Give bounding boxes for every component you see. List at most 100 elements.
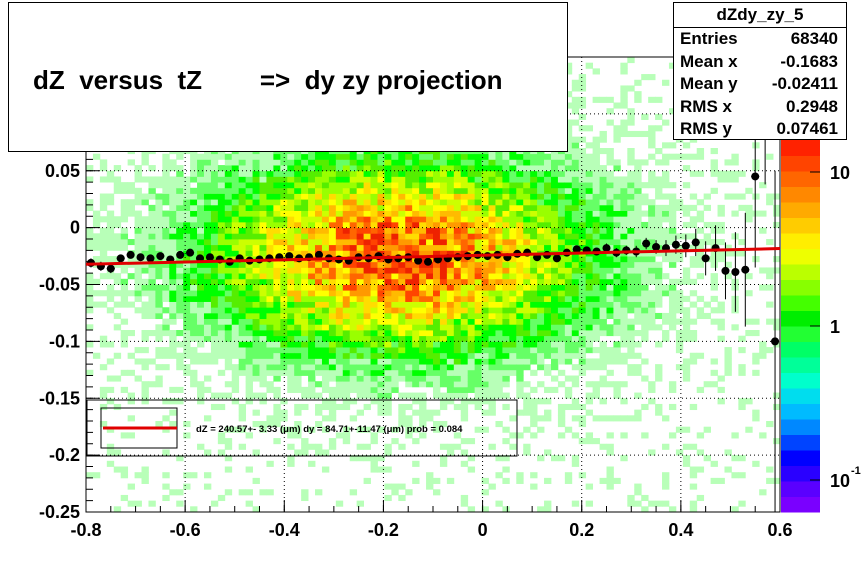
heatmap-cell [453,312,462,320]
heatmap-cell [544,273,552,280]
heatmap-cell [377,330,385,337]
heatmap-cell [370,290,378,297]
heatmap-cell [634,193,642,200]
heatmap-cell [460,290,469,297]
heatmap-cell [530,318,538,325]
heatmap-cell [571,324,580,331]
heatmap-cell [724,364,732,371]
heatmap-cell [710,239,718,246]
heatmap-cell [321,364,330,371]
heatmap-cell [197,233,205,240]
heatmap-cell [294,324,302,331]
heatmap-cell [675,256,684,263]
heatmap-cell [682,221,691,229]
heatmap-cell [585,398,594,405]
heatmap-cell [106,227,115,234]
heatmap-cell [190,506,198,513]
heatmap-cell [446,443,455,450]
heatmap-cell [231,307,240,314]
heatmap-cell [113,176,122,183]
heatmap-cell [655,375,663,382]
heatmap-cell [668,62,677,69]
heatmap-cell [426,341,434,348]
heatmap-cell [113,278,122,285]
heatmap-cell [668,307,677,314]
heatmap-cell [287,290,295,297]
heatmap-cell [308,312,316,320]
heatmap-cell [217,290,226,297]
heatmap-cell [224,364,233,371]
heatmap-cell [335,369,344,376]
heatmap-cell [557,216,566,223]
heatmap-cell [738,250,746,257]
heatmap-cell [606,204,614,211]
heatmap-cell [391,187,399,194]
heatmap-cell [335,267,344,274]
heatmap-cell [377,381,385,388]
heatmap-cell [530,398,538,405]
heatmap-cell [349,261,358,268]
heatmap-cell [349,187,358,194]
heatmap-cell [634,91,642,98]
heatmap-cell [391,335,399,342]
heatmap-cell [245,233,253,240]
heatmap-cell [634,301,642,308]
heatmap-cell [308,341,316,348]
heatmap-cell [294,273,302,280]
heatmap-cell [606,210,614,217]
heatmap-cell [426,375,434,382]
palette-swatch [781,279,820,296]
heatmap-cell [564,221,573,229]
heatmap-cell [627,130,635,138]
heatmap-cell [537,381,545,388]
heatmap-cell [99,392,108,399]
heatmap-cell [509,153,517,160]
heatmap-cell [544,477,552,484]
heatmap-cell [752,369,760,376]
heatmap-cell [516,284,524,291]
heatmap-cell [620,398,628,405]
heatmap-cell [620,256,628,263]
heatmap-cell [231,227,240,234]
heatmap-cell [391,165,399,172]
heatmap-cell [398,233,406,240]
heatmap-cell [99,204,108,211]
heatmap-cell [516,170,524,177]
heatmap-cell [342,312,351,320]
heatmap-cell [238,170,247,177]
heatmap-cell [641,210,649,217]
heatmap-cell [398,176,406,183]
heatmap-cell [696,307,705,314]
heatmap-cell [710,148,718,155]
heatmap-cell [502,221,510,229]
heatmap-cell [544,159,552,166]
heatmap-cell [349,415,358,422]
heatmap-cell [321,324,330,331]
heatmap-cell [308,227,316,234]
heatmap-cell [294,159,302,166]
heatmap-cell [405,381,413,388]
heatmap-cell [86,244,94,251]
heatmap-cell [474,159,482,166]
heatmap-cell [252,165,260,172]
heatmap-cell [585,312,594,320]
heatmap-cell [217,494,226,502]
heatmap-cell [502,239,510,246]
heatmap-cell [245,199,253,206]
heatmap-cell [190,187,198,194]
heatmap-cell [433,182,441,189]
heatmap-cell [446,386,455,393]
heatmap-cell [217,216,226,223]
heatmap-cell [273,221,281,229]
heatmap-cell [266,358,274,365]
heatmap-cell [356,273,364,280]
heatmap-cell [481,216,489,223]
heatmap-cell [280,341,288,348]
heatmap-cell [460,273,469,280]
heatmap-cell [197,301,205,308]
heatmap-cell [557,221,566,229]
heatmap-cell [439,443,448,450]
heatmap-cell [363,159,371,166]
heatmap-cell [606,301,614,308]
heatmap-cell [537,273,545,280]
